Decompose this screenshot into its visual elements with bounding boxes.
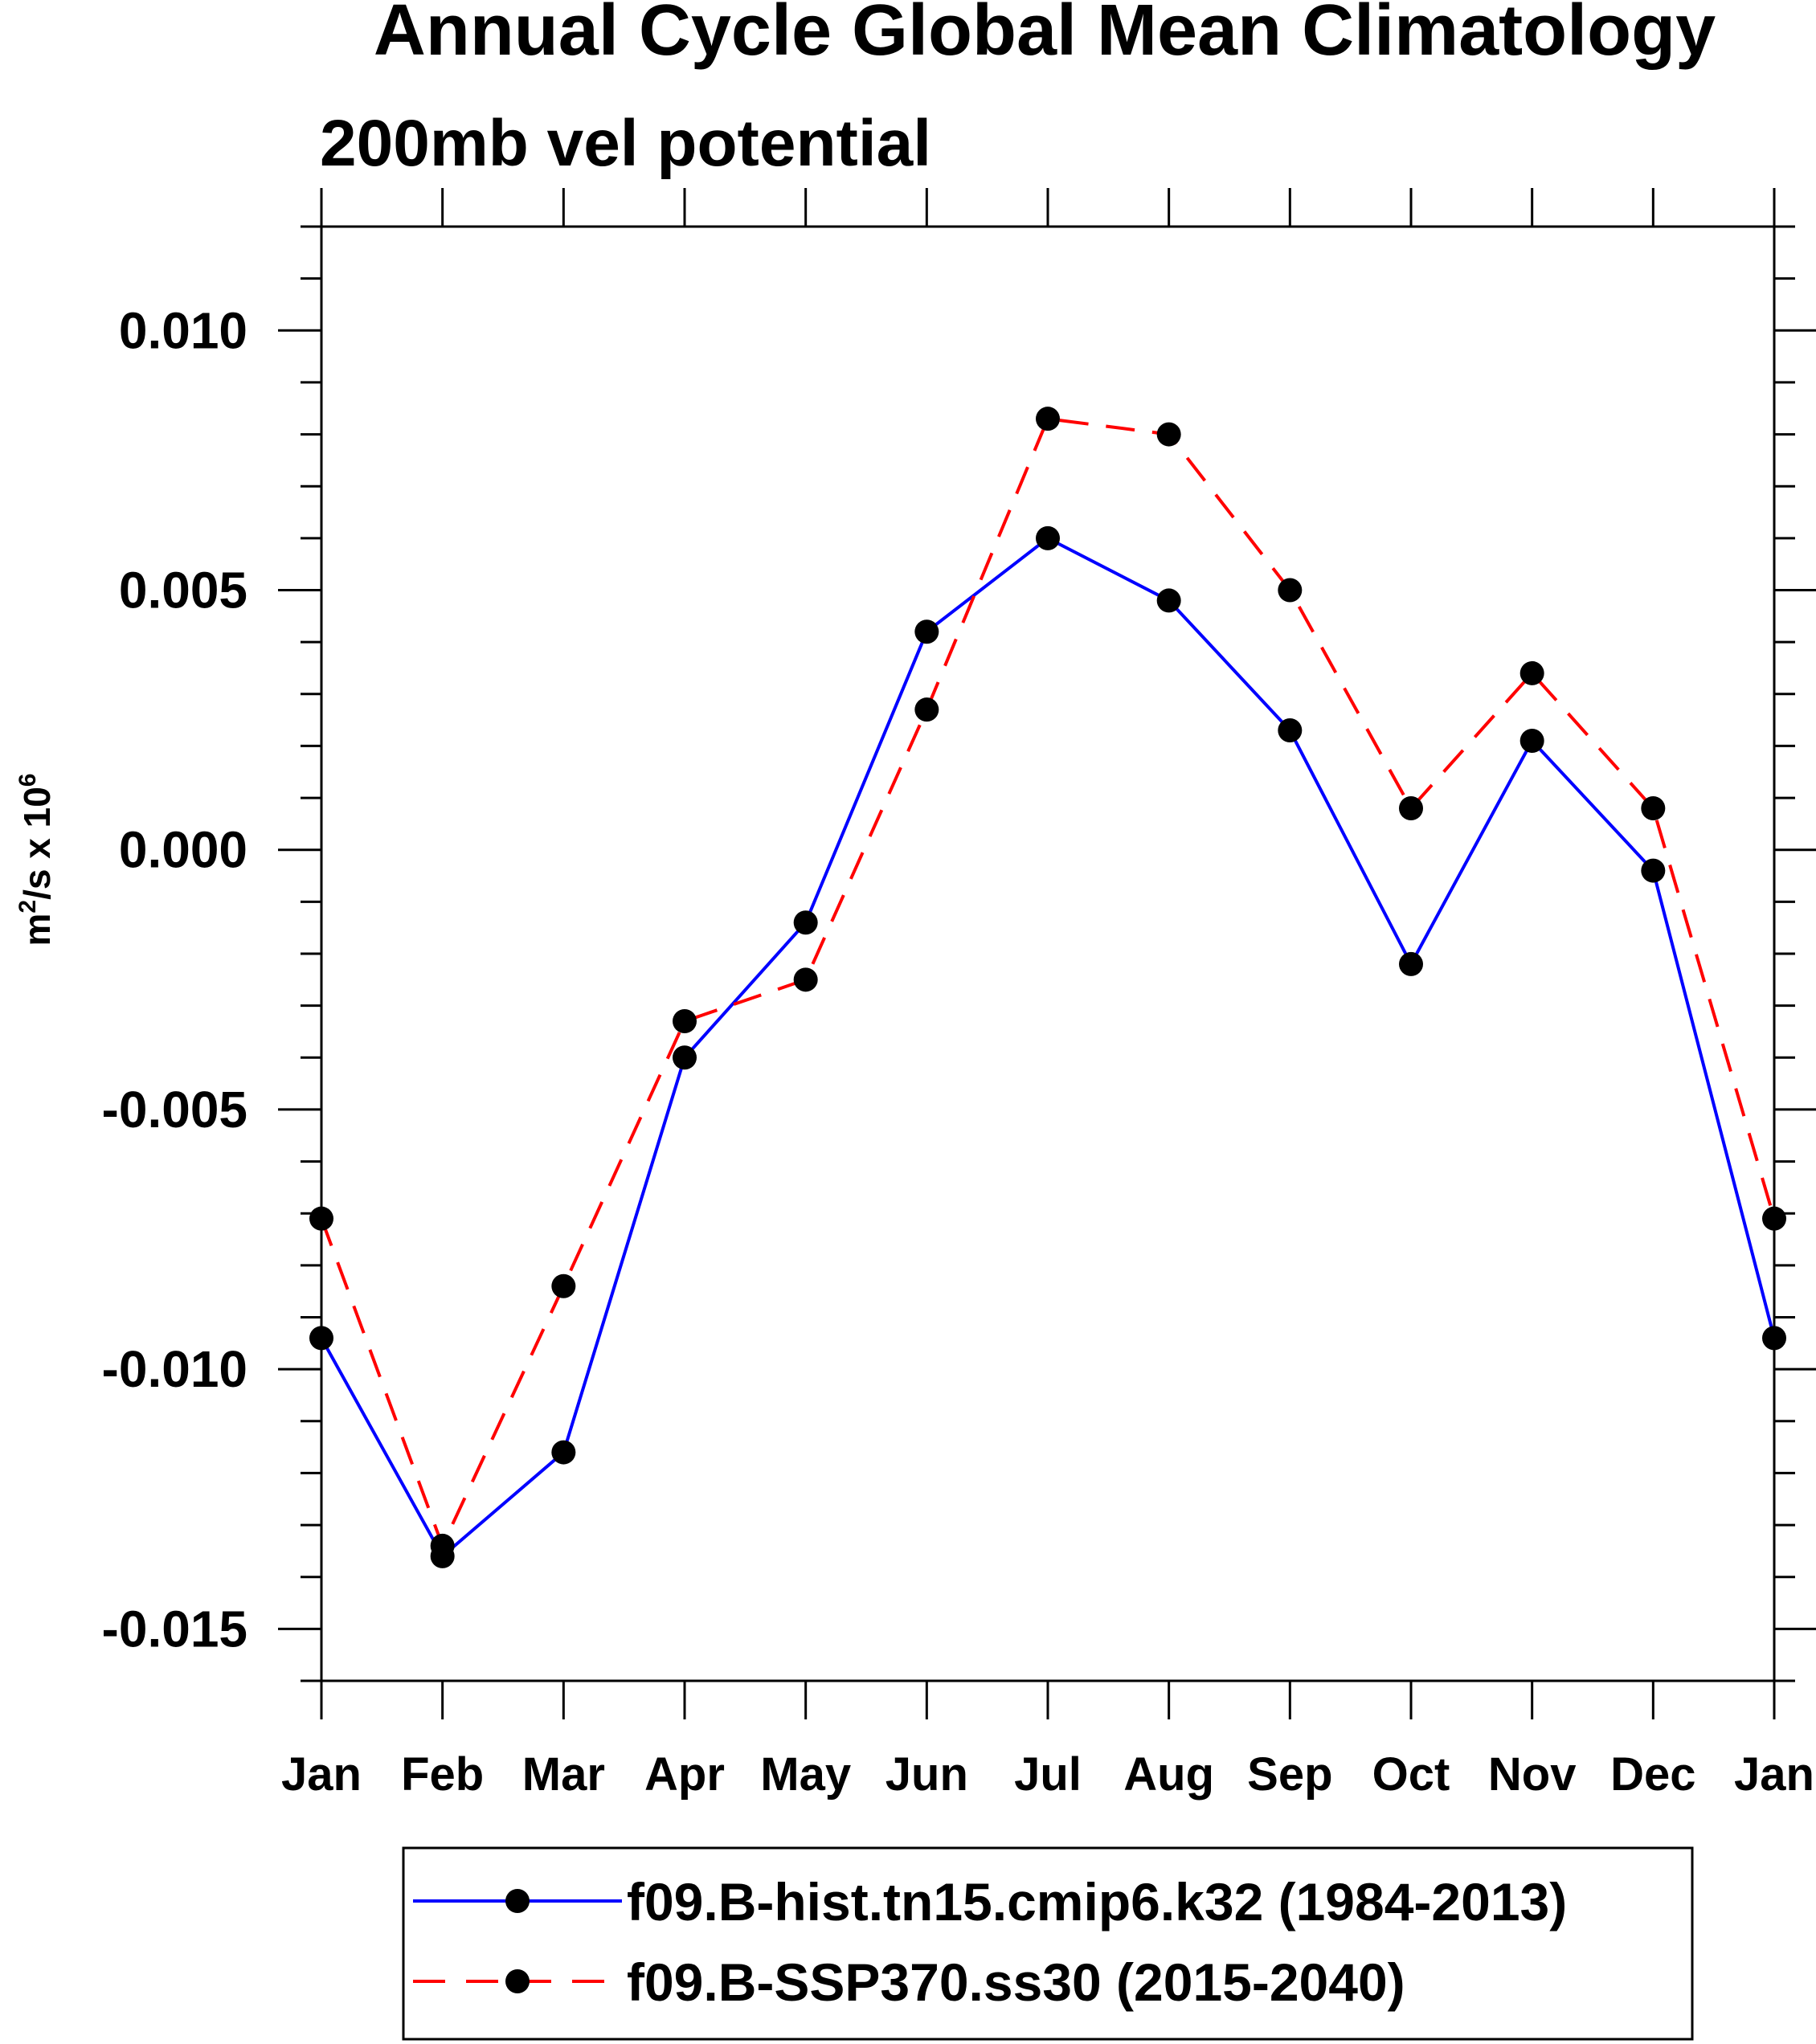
y-tick-label: 0.005 bbox=[119, 562, 247, 619]
data-point-s1-5 bbox=[914, 697, 939, 722]
data-point-s0-9 bbox=[1399, 951, 1423, 976]
data-point-s1-10 bbox=[1519, 660, 1544, 685]
data-point-s0-2 bbox=[551, 1440, 576, 1465]
legend-label-hist: f09.B-hist.tn15.cmip6.k32 (1984-2013) bbox=[627, 1872, 1567, 1932]
x-tick-label: May bbox=[760, 1748, 851, 1801]
legend-box bbox=[402, 1846, 1694, 2041]
plot-frame bbox=[320, 225, 1776, 1682]
data-point-s1-0 bbox=[309, 1206, 333, 1231]
data-point-s1-6 bbox=[1036, 407, 1060, 431]
data-point-s0-7 bbox=[1156, 588, 1181, 613]
series-layer bbox=[309, 407, 1786, 1568]
x-tick-label: Oct bbox=[1372, 1748, 1450, 1801]
data-point-s1-3 bbox=[673, 1009, 697, 1034]
data-point-s0-10 bbox=[1519, 728, 1544, 753]
data-point-s1-1 bbox=[430, 1533, 455, 1558]
y-tick-label: -0.015 bbox=[102, 1600, 247, 1658]
data-point-s0-4 bbox=[793, 910, 818, 935]
data-point-s1-4 bbox=[793, 967, 818, 992]
data-point-s0-8 bbox=[1278, 718, 1303, 743]
series-line-1 bbox=[320, 417, 1776, 1547]
legend-marker-ssp370 bbox=[505, 1969, 530, 1993]
x-tick-label: Mar bbox=[522, 1748, 605, 1801]
data-point-s1-12 bbox=[1762, 1206, 1786, 1231]
data-point-s1-9 bbox=[1399, 796, 1423, 820]
data-point-s0-11 bbox=[1641, 858, 1666, 883]
x-tick-label: Jul bbox=[1014, 1748, 1082, 1801]
data-point-s1-8 bbox=[1278, 578, 1303, 603]
chart-subtitle: 200mb vel potential bbox=[320, 107, 931, 180]
legend-label-ssp370: f09.B-SSP370.ss30 (2015-2040) bbox=[627, 1952, 1405, 2012]
y-tick-label: 0.000 bbox=[119, 821, 247, 879]
series-line-0 bbox=[320, 536, 1776, 1558]
svg-text:m2/s x 106: m2/s x 106 bbox=[14, 774, 58, 946]
y-axis-label-sup2: 6 bbox=[14, 774, 41, 787]
y-axis-label-mid: /s x 10 bbox=[16, 787, 58, 900]
axis-ticks bbox=[278, 188, 1816, 1719]
data-point-s0-6 bbox=[1036, 525, 1060, 550]
y-tick-label: -0.005 bbox=[102, 1081, 247, 1139]
chart-title: Annual Cycle Global Mean Climatology bbox=[374, 0, 1716, 71]
data-point-s1-7 bbox=[1156, 422, 1181, 447]
y-tick-labels: -0.015 -0.010 -0.005 0.000 0.005 0.010 bbox=[102, 301, 247, 1658]
legend: f09.B-hist.tn15.cmip6.k32 (1984-2013) f0… bbox=[402, 1846, 1694, 2041]
data-point-s1-11 bbox=[1641, 796, 1666, 820]
x-tick-label: Sep bbox=[1247, 1748, 1332, 1801]
data-point-s0-12 bbox=[1762, 1326, 1786, 1351]
data-point-s0-3 bbox=[673, 1045, 697, 1070]
y-tick-label: -0.010 bbox=[102, 1340, 247, 1398]
data-point-s1-2 bbox=[551, 1273, 576, 1298]
x-tick-label: Aug bbox=[1123, 1748, 1214, 1801]
legend-marker-hist bbox=[505, 1889, 530, 1913]
x-tick-label: Dec bbox=[1610, 1748, 1695, 1801]
data-point-s0-0 bbox=[309, 1326, 333, 1351]
x-tick-label: Jan bbox=[281, 1748, 362, 1801]
y-axis-label-base: m bbox=[16, 914, 58, 946]
x-tick-labels: Jan Feb Mar Apr May Jun Jul Aug Sep Oct Nov Dec Jan bbox=[281, 1748, 1814, 1801]
x-tick-label: Jun bbox=[886, 1748, 968, 1801]
data-point-s0-5 bbox=[914, 619, 939, 644]
x-tick-label: Apr bbox=[644, 1748, 725, 1801]
y-tick-label: 0.010 bbox=[119, 301, 247, 359]
y-axis-label: m2/s x 106 bbox=[14, 774, 58, 946]
x-tick-label: Jan bbox=[1734, 1748, 1814, 1801]
x-tick-label: Feb bbox=[401, 1748, 484, 1801]
y-axis-label-sup1: 2 bbox=[14, 900, 41, 914]
x-tick-label: Nov bbox=[1488, 1748, 1577, 1801]
